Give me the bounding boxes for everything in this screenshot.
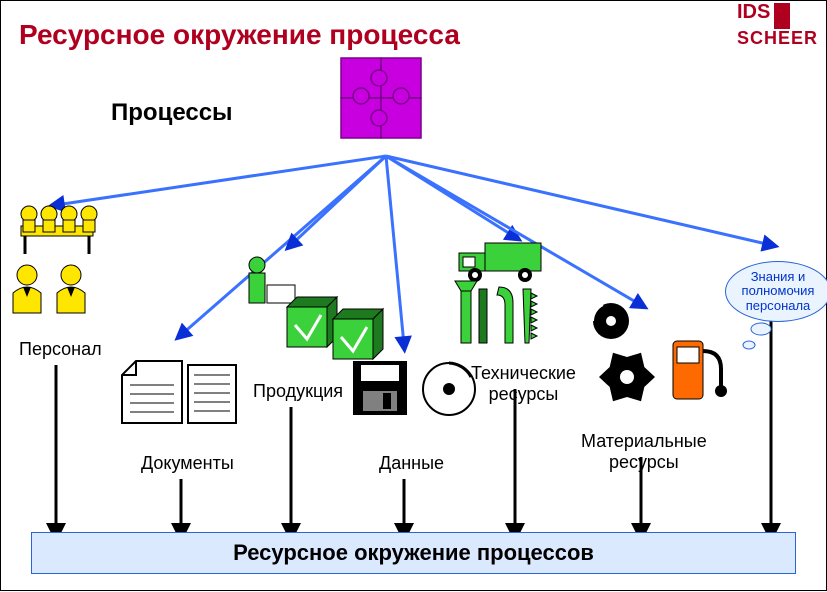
products-icon [249,257,383,359]
personnel-icon-2 [13,265,85,313]
diagram-canvas [1,1,827,592]
label-products: Продукция [253,381,343,402]
personnel-icon [21,206,97,254]
cloud-knowledge: Знания и полномочия персонала [725,261,827,322]
label-data: Данные [379,453,444,474]
diagram-root: Ресурсное окружение процесса IDS SCHEER … [0,0,827,591]
material-icon [593,303,727,401]
bottom-bar: Ресурсное окружение процессов [31,532,796,574]
label-documents: Документы [141,453,234,474]
cloud-tail [743,323,771,349]
label-tech: Технические ресурсы [471,363,576,405]
documents-icon [122,361,236,423]
bottom-label: Ресурсное окружение процессов [233,540,594,566]
label-material: Материальные ресурсы [581,431,707,473]
puzzle-icon [341,58,423,140]
label-personnel: Персонал [19,339,102,360]
data-icon [353,361,475,415]
technical-icon [455,243,541,343]
